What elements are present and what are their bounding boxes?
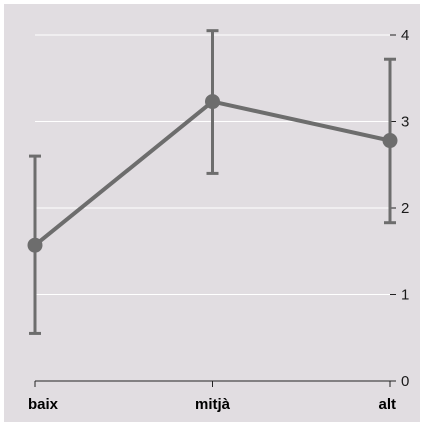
axis-labels: 0 1 2 3 4 baix mitjà alt	[28, 27, 409, 413]
series	[27, 94, 398, 253]
y-tick-label: 4	[401, 27, 409, 44]
y-tick-label: 0	[401, 373, 409, 390]
y-tick-label: 1	[401, 287, 409, 304]
data-point	[27, 237, 43, 253]
x-tick-label: alt	[378, 396, 396, 413]
y-tick-label: 3	[401, 114, 409, 131]
axes	[34, 34, 396, 387]
data-point	[205, 94, 220, 110]
x-tick-label: baix	[28, 396, 59, 413]
y-tick-label: 2	[401, 200, 409, 217]
data-point	[382, 133, 398, 149]
x-tick-label: mitjà	[195, 396, 231, 413]
